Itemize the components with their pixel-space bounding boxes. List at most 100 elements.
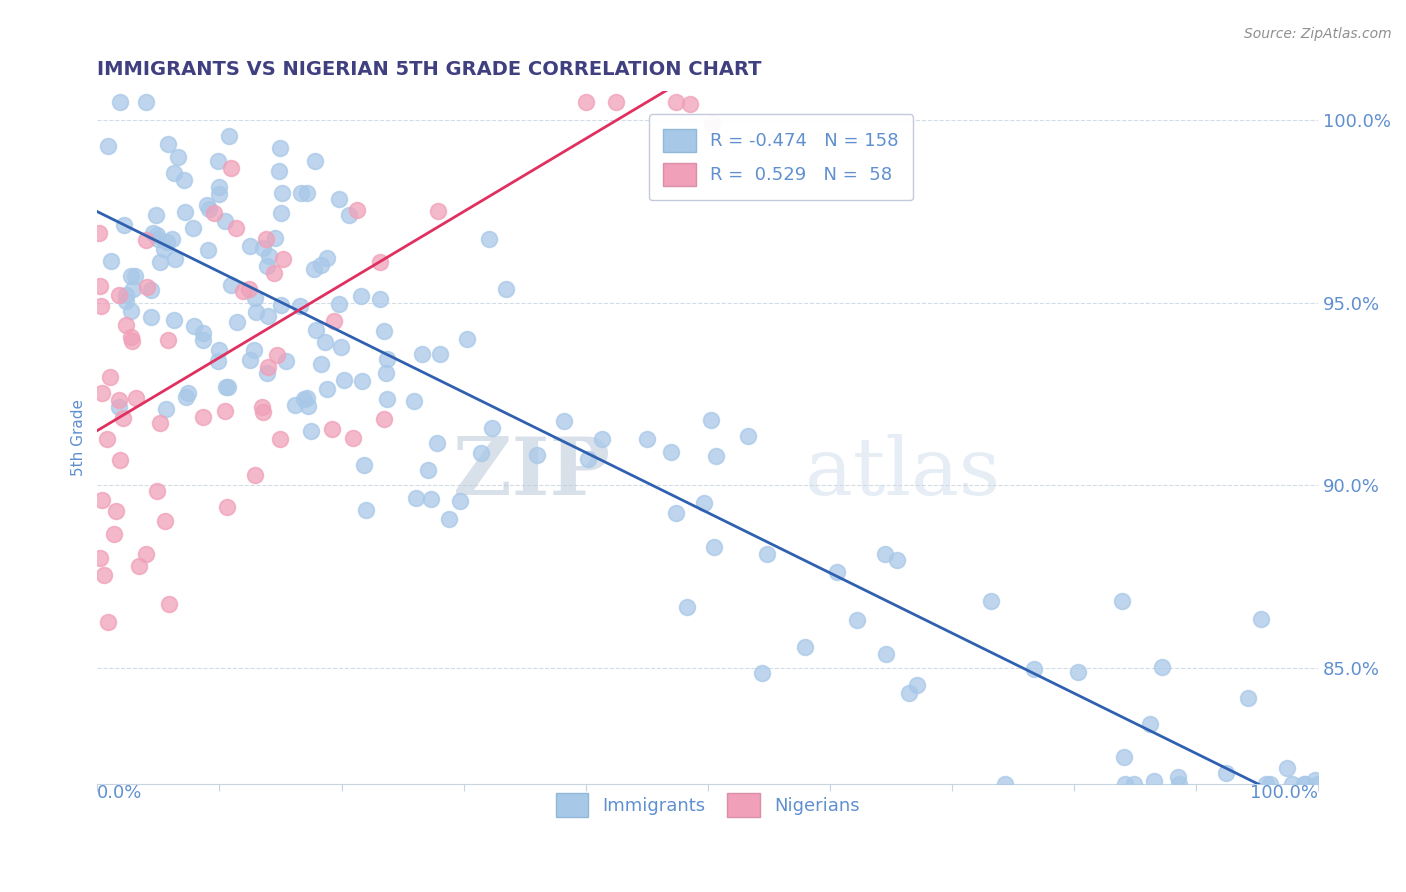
Text: 100.0%: 100.0% (1250, 784, 1319, 803)
Point (591, 433, 613, 447)
Point (704, 450, 727, 464)
Point (128, 558, 150, 573)
Point (191, 334, 214, 348)
Point (676, 600, 699, 615)
Point (120, 268, 142, 283)
Point (181, 221, 204, 235)
Point (1143, 774, 1166, 789)
Point (703, 540, 725, 554)
Point (1292, 777, 1315, 791)
Point (751, 666, 773, 681)
Point (269, 432, 291, 446)
Point (139, 310, 162, 324)
Text: Source: ZipAtlas.com: Source: ZipAtlas.com (1244, 27, 1392, 41)
Point (156, 235, 179, 249)
Point (302, 262, 325, 277)
Point (91, 385, 114, 400)
Point (1067, 665, 1090, 680)
Point (243, 343, 266, 357)
Point (328, 296, 350, 310)
Point (305, 323, 328, 337)
Point (553, 414, 575, 428)
Point (191, 410, 214, 425)
Point (107, 392, 129, 407)
Point (105, 504, 128, 518)
Point (124, 269, 146, 284)
Point (295, 392, 318, 406)
Point (290, 186, 312, 201)
Point (337, 208, 360, 222)
Point (163, 252, 186, 266)
Point (166, 150, 188, 164)
Point (243, 291, 266, 305)
Point (98, 369, 121, 384)
Point (257, 309, 280, 323)
Point (1123, 777, 1146, 791)
Point (274, 354, 297, 368)
Point (309, 358, 332, 372)
Point (146, 228, 169, 243)
Point (1112, 750, 1135, 764)
Point (886, 552, 908, 566)
Point (214, 404, 236, 418)
Point (370, 255, 392, 269)
Point (202, 206, 225, 220)
Point (1139, 717, 1161, 731)
Point (139, 283, 162, 297)
Point (124, 392, 146, 406)
Point (263, 266, 285, 280)
Point (295, 186, 318, 200)
Point (97, 139, 120, 153)
Point (266, 348, 288, 362)
Point (146, 232, 169, 246)
Point (605, 95, 627, 110)
Point (270, 186, 292, 200)
Point (267, 163, 290, 178)
Point (328, 192, 350, 206)
Point (419, 492, 441, 507)
Point (173, 173, 195, 187)
Point (269, 141, 291, 155)
Point (1281, 777, 1303, 791)
Point (330, 340, 353, 354)
Point (1215, 766, 1237, 780)
Point (112, 219, 135, 233)
Point (198, 202, 221, 217)
Point (526, 448, 548, 462)
Point (755, 547, 778, 561)
Point (429, 347, 451, 361)
Point (693, 496, 716, 510)
Point (700, 116, 723, 130)
Text: IMMIGRANTS VS NIGERIAN 5TH GRADE CORRELATION CHART: IMMIGRANTS VS NIGERIAN 5TH GRADE CORRELA… (97, 60, 762, 78)
Point (115, 294, 138, 309)
Point (578, 451, 600, 466)
Point (145, 209, 167, 223)
Point (449, 494, 471, 508)
Point (239, 239, 262, 253)
Point (217, 380, 239, 394)
Point (636, 432, 658, 446)
Point (108, 400, 131, 414)
Point (93, 568, 115, 582)
Point (1260, 777, 1282, 791)
Point (288, 299, 311, 313)
Legend: Immigrants, Nigerians: Immigrants, Nigerians (548, 786, 868, 824)
Point (156, 334, 179, 348)
Point (271, 252, 294, 266)
Point (1294, 777, 1316, 791)
Point (135, 280, 157, 294)
Point (333, 373, 356, 387)
Point (257, 249, 280, 263)
Point (478, 232, 501, 246)
Point (1306, 777, 1329, 791)
Point (1168, 777, 1191, 791)
Point (375, 392, 398, 406)
Point (411, 347, 433, 361)
Point (208, 343, 231, 358)
Point (425, 435, 447, 450)
Point (1152, 659, 1174, 673)
Point (309, 258, 332, 272)
Point (270, 298, 292, 312)
Point (294, 392, 316, 406)
Point (239, 352, 262, 367)
